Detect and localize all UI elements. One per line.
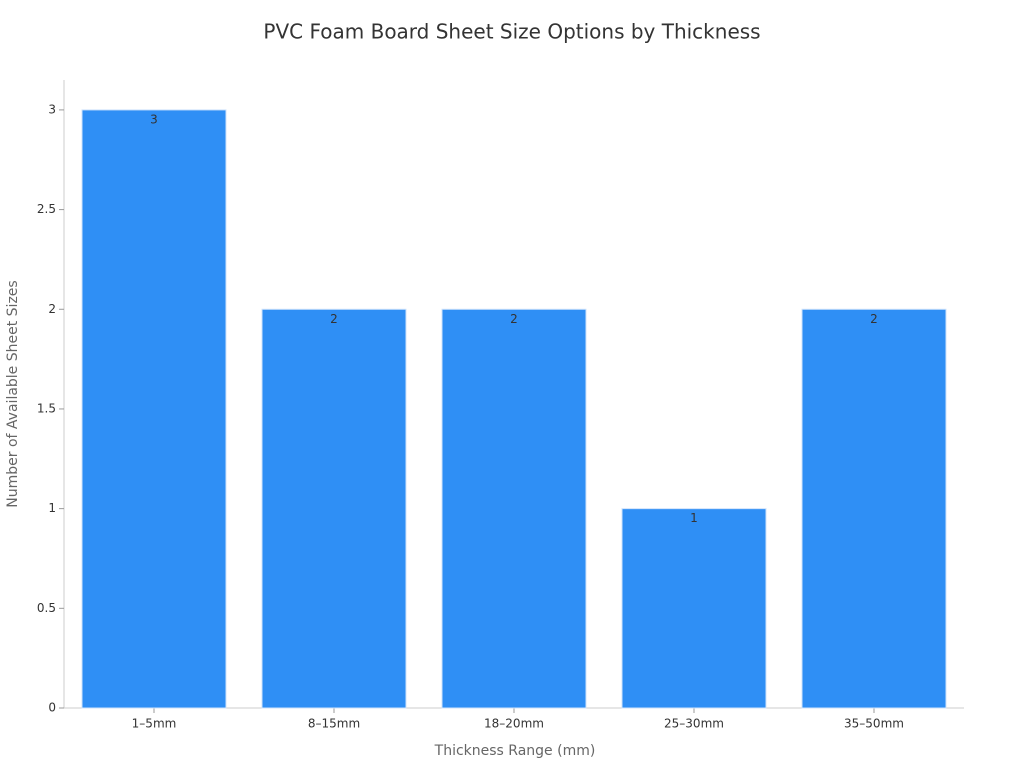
- x-tick-label: 35–50mm: [844, 717, 904, 731]
- bar: [441, 308, 587, 709]
- bar: [801, 308, 947, 709]
- chart-title: PVC Foam Board Sheet Size Options by Thi…: [263, 20, 760, 44]
- x-tick-label: 25–30mm: [664, 717, 724, 731]
- data-label: 1: [690, 511, 698, 525]
- y-tick-label: 3: [48, 102, 56, 116]
- y-tick-label: 2: [48, 302, 56, 316]
- bar: [261, 308, 407, 709]
- y-tick-label: 1.5: [37, 401, 56, 415]
- y-tick-label: 0.5: [37, 601, 56, 615]
- x-tick-label: 8–15mm: [308, 717, 360, 731]
- bar: [621, 508, 767, 709]
- data-label: 3: [150, 112, 158, 126]
- bar: [81, 109, 227, 709]
- y-tick-label: 0: [48, 701, 56, 715]
- x-tick-label: 18–20mm: [484, 717, 544, 731]
- y-tick-label: 2.5: [37, 202, 56, 216]
- y-axis-label: Number of Available Sheet Sizes: [5, 280, 21, 507]
- x-tick-label: 1–5mm: [132, 717, 177, 731]
- data-label: 2: [870, 312, 878, 326]
- y-tick-label: 1: [48, 501, 56, 515]
- data-label: 2: [330, 312, 338, 326]
- x-axis-label: Thickness Range (mm): [434, 743, 596, 759]
- data-label: 2: [510, 312, 518, 326]
